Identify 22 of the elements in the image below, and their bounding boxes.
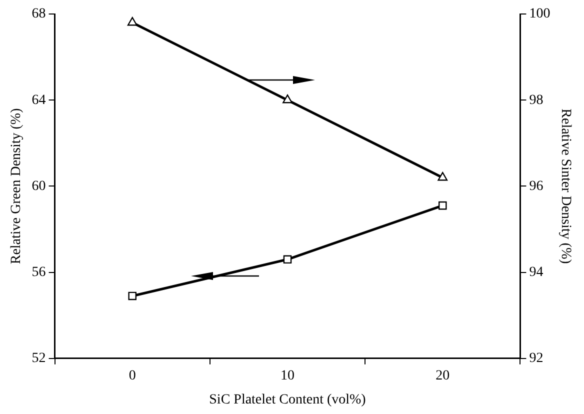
point bbox=[282, 94, 292, 104]
y-axis-title: Relative Green Density (%) bbox=[9, 108, 24, 264]
y2-tick-label: 92 bbox=[529, 351, 544, 366]
y-tick-label: 52 bbox=[32, 351, 46, 366]
x-axis-title: SiC Platelet Content (vol%) bbox=[209, 392, 366, 408]
x-tick-label: 10 bbox=[280, 368, 294, 384]
x-tick-label: 20 bbox=[436, 368, 450, 384]
point bbox=[438, 172, 448, 181]
y2-tick-label: 98 bbox=[529, 92, 544, 108]
x-tick-label: 0 bbox=[128, 368, 136, 384]
y-tick-label: 64 bbox=[32, 92, 46, 108]
point bbox=[127, 17, 138, 26]
y2-tick-label: 100 bbox=[529, 6, 550, 22]
y2-tick-label: 94 bbox=[529, 264, 544, 280]
point bbox=[128, 292, 136, 300]
y-tick-label: 60 bbox=[32, 178, 46, 194]
y-tick-label: 56 bbox=[32, 264, 46, 280]
point bbox=[283, 255, 292, 264]
y2-tick-label: 96 bbox=[529, 178, 544, 194]
y2-axis-title: Relative Sinter Density (%) bbox=[558, 108, 573, 264]
y-tick-label: 68 bbox=[32, 6, 46, 22]
point bbox=[438, 201, 447, 210]
